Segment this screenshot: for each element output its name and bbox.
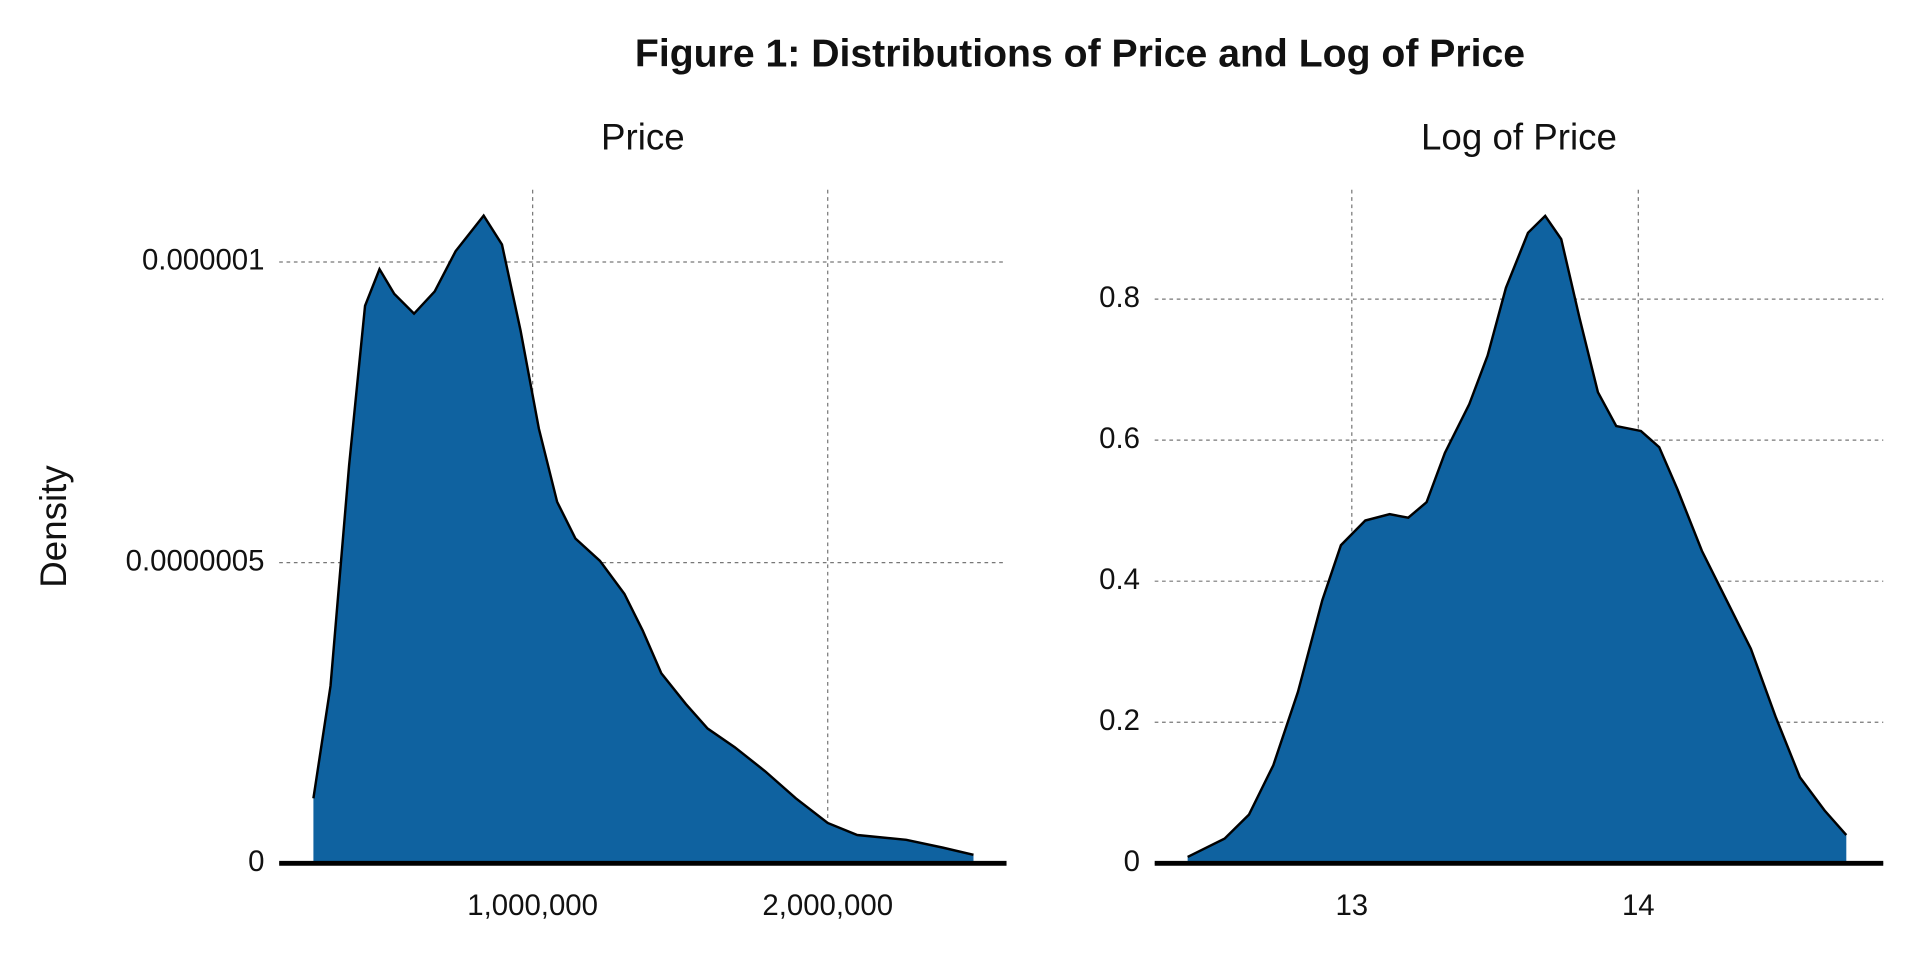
y-tick-label: 0.2 bbox=[1099, 704, 1140, 737]
panel-title: Log of Price bbox=[1421, 116, 1617, 157]
x-tick-label: 1,000,000 bbox=[467, 889, 598, 922]
density-line bbox=[1187, 213, 1848, 859]
x-tick-label: 14 bbox=[1622, 889, 1655, 922]
y-tick-label: 0.6 bbox=[1099, 422, 1140, 455]
area-fill bbox=[1187, 215, 1847, 864]
y-tick-label: 0.4 bbox=[1099, 563, 1140, 596]
y-tick-label: 0.8 bbox=[1099, 281, 1140, 314]
y-tick-label: 0.000001 bbox=[142, 244, 265, 277]
y-axis-label: Density bbox=[33, 465, 74, 588]
figure-title: Figure 1: Distributions of Price and Log… bbox=[635, 33, 1525, 76]
y-tick-label: 0.0000005 bbox=[126, 544, 265, 577]
area-fill bbox=[313, 215, 974, 864]
panel-title: Price bbox=[601, 116, 685, 157]
x-tick-label: 2,000,000 bbox=[762, 889, 893, 922]
density-line bbox=[312, 213, 974, 857]
y-tick-label: 0 bbox=[1124, 845, 1140, 878]
x-tick-label: 13 bbox=[1335, 889, 1368, 922]
y-tick-label: 0 bbox=[248, 845, 264, 878]
